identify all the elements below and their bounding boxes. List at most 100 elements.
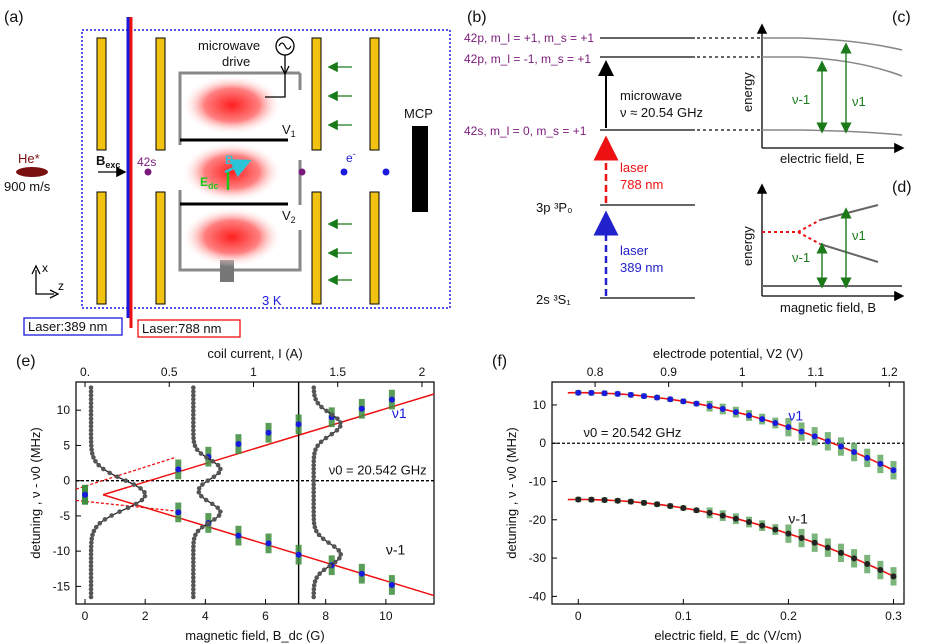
data-point (706, 403, 713, 410)
lineshape-point (311, 501, 316, 507)
lineshape-point (204, 455, 209, 460)
lineshape-point (191, 536, 197, 542)
lineshape-point (191, 559, 196, 565)
data-point (890, 467, 897, 474)
lineshape-point (209, 501, 215, 507)
lineshape-point (109, 513, 114, 518)
x-tick-label: 0.2 (780, 609, 797, 623)
top-tick-label: 1.5 (329, 365, 346, 379)
lineshape-point (311, 462, 316, 468)
lineshape-point (323, 435, 329, 441)
lineshape-point (93, 458, 98, 464)
panel-d: (d) energy magnetic field, B ν-1 ν1 (740, 179, 912, 315)
data-point (235, 532, 242, 539)
lineshape-point (88, 590, 94, 596)
lineshape-point (218, 509, 223, 514)
lineshape-point (335, 416, 340, 421)
lineshape-point (311, 517, 317, 522)
lineshape-point (194, 447, 200, 452)
data-point (175, 466, 182, 473)
lineshape-point (138, 486, 143, 491)
lineshape-point (215, 462, 221, 468)
lineshape-point (191, 389, 196, 394)
y-tick-label: -20 (529, 513, 547, 527)
lineshape-point (215, 505, 221, 511)
microwave-label-1: microwave (198, 38, 260, 53)
lineshape-point (90, 532, 95, 538)
lineshape-point (313, 447, 318, 452)
data-point (759, 416, 766, 423)
lineshape-point (93, 524, 99, 530)
lineshape-point (191, 567, 196, 573)
data-point (388, 396, 395, 403)
lineshape-point (311, 482, 316, 487)
lineshape-point (311, 474, 316, 480)
data-point (667, 396, 674, 403)
lineshape-point (311, 478, 316, 483)
top-tick-label: 0.8 (587, 365, 604, 379)
lineshape-point (311, 505, 316, 511)
level-42p-plus1: 42p, m_l = +1, m_s = +1 (464, 31, 594, 45)
lineshape-point (212, 517, 217, 522)
y-tick-label: -10 (53, 544, 71, 558)
data-point (640, 393, 647, 400)
lineshape-point (191, 548, 196, 553)
lineshape-point (88, 575, 94, 580)
x-tick-label: 2 (142, 609, 149, 623)
lineshape-point (311, 466, 316, 472)
top-tick-label: 1.1 (807, 365, 824, 379)
lineshape-point (198, 451, 204, 456)
lineshape-point (117, 509, 122, 514)
level-3p: 3p ³P₀ (536, 200, 572, 215)
data-point (837, 549, 844, 556)
lineshape-point (142, 493, 148, 499)
lineshape-point (336, 548, 342, 553)
lineshape-point (218, 466, 223, 472)
data-point (824, 544, 831, 551)
panel-c-label: (c) (892, 9, 911, 26)
data-point (588, 389, 595, 396)
data-point (614, 390, 621, 397)
top-tick-label: 0. (80, 365, 90, 379)
lineshape-point (211, 474, 217, 480)
lineshape-point (191, 540, 196, 545)
x-tick-label: 6 (262, 609, 269, 623)
mcp-label: MCP (404, 106, 433, 121)
reference-annotation: ν0 = 20.542 GHz (329, 463, 427, 478)
panel-d-label: (d) (892, 179, 912, 196)
data-point (732, 409, 739, 416)
lineshape-point (191, 385, 196, 390)
laser-389-wavelength: 389 nm (620, 260, 663, 275)
lineshape-point (192, 443, 198, 449)
y-tick-label: -15 (53, 579, 71, 593)
lineshape-point (89, 540, 94, 545)
lineshape-point (101, 466, 106, 472)
lineshape-point (191, 544, 196, 549)
lineshape-point (317, 571, 322, 576)
laser-788-label: Laser:788 nm (142, 321, 222, 336)
lineshape-point (88, 400, 94, 406)
top-tick-label: 0.5 (161, 365, 178, 379)
lineshape-point (338, 420, 343, 425)
lineshape-point (329, 412, 335, 418)
lineshape-point (88, 544, 94, 549)
laser-788-box (137, 319, 241, 338)
data-point (772, 526, 779, 533)
lineshape-point (88, 439, 94, 445)
lineshape-point (311, 513, 317, 518)
lineshape-point (125, 505, 131, 511)
data-point (640, 499, 647, 506)
panel-a: (a) V1 V2 microwave drive (4, 9, 451, 338)
lineshape-point (312, 579, 318, 584)
v2-label: V2 (282, 208, 296, 225)
v1-label: V1 (282, 122, 296, 139)
data-point (358, 570, 365, 577)
lineshape-point (311, 594, 316, 600)
atom (298, 168, 306, 176)
lineshape-point (191, 552, 196, 557)
lineshape-point (191, 396, 196, 402)
data-point (693, 507, 700, 514)
data-point (851, 449, 858, 456)
data-point (575, 389, 582, 396)
d-xlabel: magnetic field, B (780, 300, 876, 315)
